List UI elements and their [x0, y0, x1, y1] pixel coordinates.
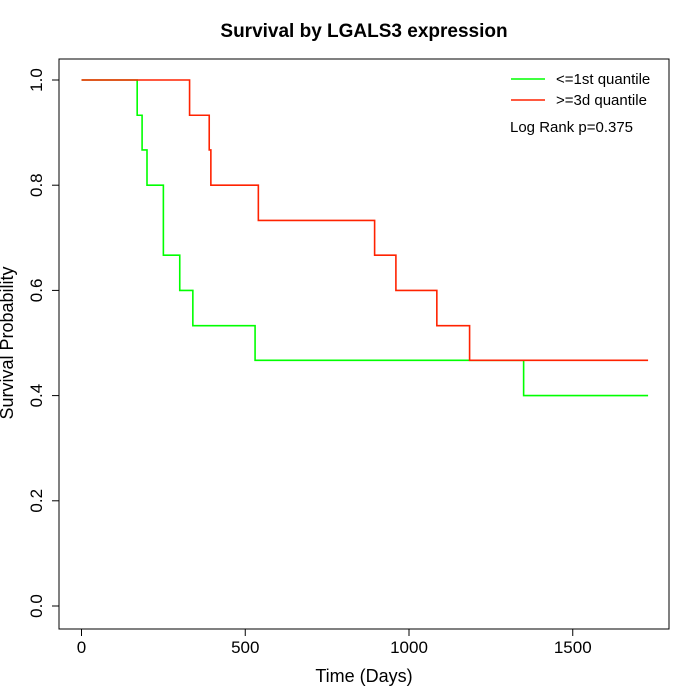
plot-frame — [58, 58, 670, 630]
legend-label-high: >=3d quantile — [556, 92, 647, 109]
survival-curve-high — [81, 79, 649, 362]
chart-title: Survival by LGALS3 expression — [220, 21, 507, 42]
y-tick-label: 0.4 — [27, 384, 46, 408]
y-tick-label: 0.8 — [27, 173, 46, 197]
survival-curve-low — [81, 79, 649, 397]
y-tick-label: 0.2 — [27, 489, 46, 513]
y-axis-label: Survival Probability — [0, 266, 17, 419]
y-tick-label: 1.0 — [27, 68, 46, 92]
legend-label-low: <=1st quantile — [556, 71, 650, 88]
legend: <=1st quantile >=3d quantile Log Rank p=… — [510, 71, 650, 136]
x-tick-label: 1500 — [554, 638, 592, 657]
log-rank-annotation: Log Rank p=0.375 — [510, 119, 633, 136]
survival-curves — [81, 79, 649, 397]
y-axis: 0.0 0.2 0.4 0.6 0.8 1.0 — [27, 68, 60, 618]
y-tick-label: 0.6 — [27, 279, 46, 303]
x-axis: 0 500 1000 1500 — [77, 628, 592, 657]
y-tick-label: 0.0 — [27, 594, 46, 618]
x-tick-label: 0 — [77, 638, 86, 657]
x-tick-label: 1000 — [390, 638, 428, 657]
x-tick-label: 500 — [231, 638, 259, 657]
x-axis-label: Time (Days) — [315, 666, 412, 686]
